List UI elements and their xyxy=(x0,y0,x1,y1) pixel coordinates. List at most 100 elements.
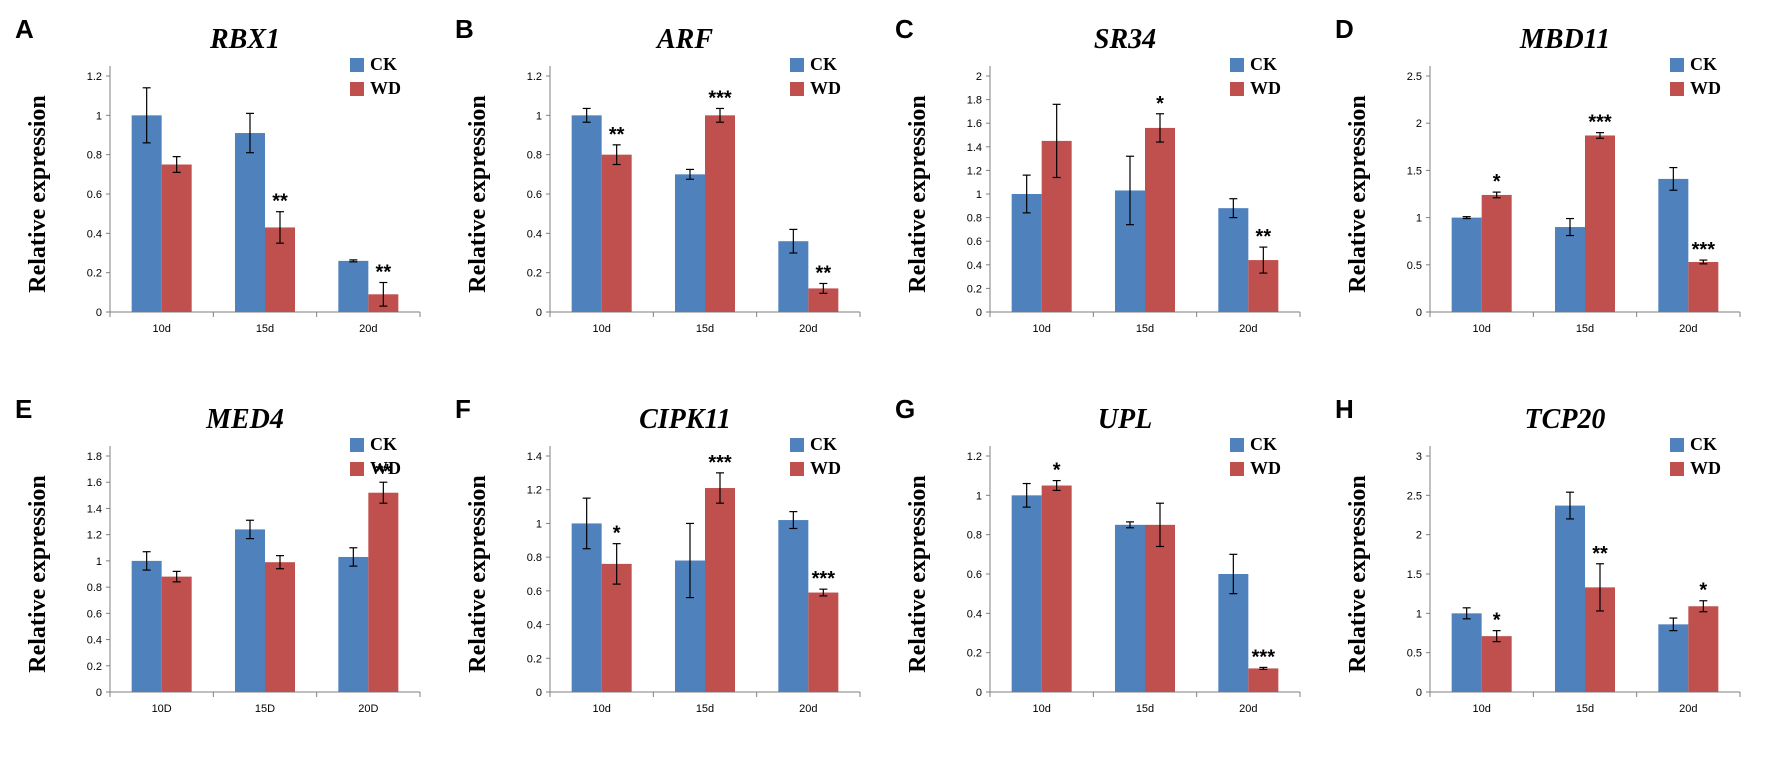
x-tick-label: 10D xyxy=(152,703,172,715)
bar-ck xyxy=(1555,505,1585,692)
bar-ck xyxy=(571,523,602,692)
y-axis-label: Relative expression xyxy=(25,475,51,673)
legend-swatch-ck xyxy=(1230,58,1244,72)
significance-label: * xyxy=(613,523,621,545)
bar-ck xyxy=(1115,524,1145,692)
legend-label-ck: CK xyxy=(1250,54,1277,74)
legend-label-wd: WD xyxy=(370,78,401,98)
x-tick-label: 20d xyxy=(359,323,377,335)
y-tick-label: 1.4 xyxy=(967,142,982,154)
y-tick-label: 1 xyxy=(1416,608,1422,620)
x-tick-label: 10d xyxy=(152,323,170,335)
y-tick-label: 1.4 xyxy=(527,451,542,463)
bar-wd xyxy=(1145,127,1175,312)
x-tick-label: 20d xyxy=(1239,323,1257,335)
y-tick-label: 0.2 xyxy=(527,268,542,280)
y-tick-label: 0.4 xyxy=(527,228,542,240)
x-tick-label: 15d xyxy=(696,323,714,335)
bar-ck xyxy=(1555,227,1585,312)
chart-title: RBX1 xyxy=(209,24,280,55)
bar-wd xyxy=(1145,524,1175,692)
x-tick-label: 10d xyxy=(1472,323,1490,335)
legend-label-ck: CK xyxy=(810,54,837,74)
legend-label-wd: WD xyxy=(1250,78,1281,98)
legend-label-wd: WD xyxy=(1690,78,1721,98)
significance-label: *** xyxy=(1588,112,1612,134)
legend-swatch-ck xyxy=(790,58,804,72)
panel-letter: G xyxy=(895,394,915,424)
chart-title: ARF xyxy=(655,24,713,55)
legend-swatch-wd xyxy=(1670,462,1684,476)
y-tick-label: 3 xyxy=(1416,451,1422,463)
significance-label: *** xyxy=(812,568,836,590)
y-tick-label: 1.2 xyxy=(87,530,102,542)
legend-label-ck: CK xyxy=(1690,54,1717,74)
bar-wd xyxy=(705,488,735,692)
x-tick-label: 20d xyxy=(1679,323,1697,335)
y-tick-label: 0 xyxy=(976,687,982,699)
bar-wd xyxy=(1688,261,1719,312)
panel-letter: F xyxy=(455,394,471,424)
y-tick-label: 0.2 xyxy=(87,661,102,673)
bar-ck xyxy=(1451,613,1482,692)
legend-swatch-ck xyxy=(790,438,804,452)
y-tick-label: 1 xyxy=(536,110,542,122)
legend-label-ck: CK xyxy=(370,434,397,454)
significance-label: ** xyxy=(376,461,392,483)
y-axis-label: Relative expression xyxy=(465,475,491,673)
significance-label: * xyxy=(1156,93,1164,115)
x-tick-label: 15D xyxy=(255,703,275,715)
bar-wd xyxy=(1688,606,1719,692)
y-tick-label: 1 xyxy=(96,556,102,568)
y-tick-label: 0.2 xyxy=(967,283,982,295)
y-tick-label: 0 xyxy=(96,307,102,319)
chart-title: CIPK11 xyxy=(639,404,731,435)
significance-label: ** xyxy=(1256,226,1272,248)
bar-ck xyxy=(235,529,265,692)
x-tick-label: 20d xyxy=(799,323,817,335)
y-tick-label: 0 xyxy=(976,307,982,319)
bar-ck xyxy=(1011,194,1042,312)
legend-swatch-wd xyxy=(1230,462,1244,476)
bar-ck xyxy=(1011,495,1042,692)
bar-ck xyxy=(1451,217,1482,312)
x-tick-label: 15d xyxy=(256,323,274,335)
y-tick-label: 1.5 xyxy=(1407,165,1422,177)
y-tick-label: 1.2 xyxy=(87,71,102,83)
y-tick-label: 0 xyxy=(536,687,542,699)
x-tick-label: 10d xyxy=(1032,323,1050,335)
y-tick-label: 0.2 xyxy=(87,268,102,280)
x-tick-label: 15d xyxy=(1136,703,1154,715)
y-tick-label: 1 xyxy=(96,110,102,122)
y-tick-label: 2 xyxy=(1416,530,1422,542)
x-tick-label: 20d xyxy=(1239,703,1257,715)
bar-ck xyxy=(131,560,162,692)
y-tick-label: 0.4 xyxy=(967,260,982,272)
bar-wd xyxy=(808,288,839,312)
y-tick-label: 0.5 xyxy=(1407,648,1422,660)
y-tick-label: 1.6 xyxy=(967,118,982,130)
y-tick-label: 1.2 xyxy=(967,165,982,177)
bar-wd xyxy=(265,562,295,692)
significance-label: * xyxy=(1699,580,1707,602)
y-axis-label: Relative expression xyxy=(25,95,51,293)
x-tick-label: 15d xyxy=(1136,323,1154,335)
significance-label: ** xyxy=(609,124,625,146)
panel-letter: B xyxy=(455,14,474,44)
panel-letter: C xyxy=(895,14,914,44)
legend-label-wd: WD xyxy=(810,458,841,478)
y-tick-label: 1 xyxy=(976,189,982,201)
chart-panel-c: C SR34 Relative expression 0 0.2 0.4 0.6 0.8 1 1.… xyxy=(895,14,1301,335)
y-tick-label: 0.4 xyxy=(527,620,542,632)
significance-label: *** xyxy=(1252,646,1276,668)
legend-label-ck: CK xyxy=(370,54,397,74)
bar-wd xyxy=(161,576,192,692)
significance-label: ** xyxy=(272,191,288,213)
y-tick-label: 1 xyxy=(976,490,982,502)
chart-title: UPL xyxy=(1098,404,1152,435)
legend-swatch-wd xyxy=(350,462,364,476)
legend-swatch-ck xyxy=(1670,58,1684,72)
legend-swatch-wd xyxy=(350,82,364,96)
y-tick-label: 0.4 xyxy=(967,608,982,620)
y-tick-label: 0 xyxy=(1416,687,1422,699)
